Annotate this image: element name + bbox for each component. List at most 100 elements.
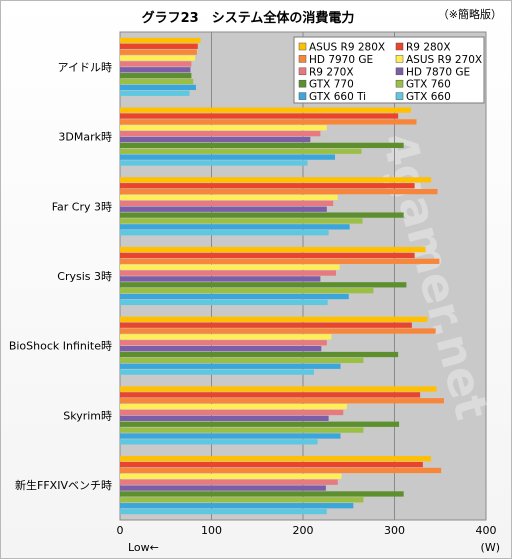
legend-swatch [395,92,404,100]
legend-entry: GTX 660 Ti [309,91,366,103]
legend-entry: HD 7870 GE [406,66,470,78]
bar [120,427,364,433]
legend-swatch [298,79,307,88]
bar [120,264,340,270]
category-label: BioShock Infinite時 [9,340,112,353]
bar [120,230,329,236]
legend-swatch [395,79,404,88]
bar [120,467,442,474]
bar [120,142,404,149]
bar [120,131,321,137]
bar [120,177,432,183]
bar [120,73,192,79]
category-label: 新生FFXIVベンチ時 [15,478,112,492]
bar [120,473,342,479]
legend-swatch [298,55,307,63]
x-tick-label: 0 [117,524,124,537]
legend-swatch [298,92,307,100]
x-axis-low-label: Low← [128,541,159,554]
bar [120,369,314,375]
bar [120,340,327,346]
bar [120,125,327,131]
bar [120,276,321,282]
bar [120,212,404,218]
bar [120,154,336,160]
bar [120,334,332,340]
x-tick-label: 200 [293,524,314,537]
bar [120,456,432,462]
bar [120,218,363,224]
bar [120,288,374,294]
plot-area: 4gamer.net [119,31,500,521]
bar [120,386,437,392]
x-axis-unit-label: (W) [481,541,500,554]
bar [120,363,341,369]
bar [120,415,329,421]
bar [120,55,196,61]
legend: ASUS R9 280X R9 280X HD 7970 GE ASUS R9 270… [293,36,485,104]
category-labels: アイドル時 3DMark時 Far Cry 3時 Crysis 3時 BioShock … [9,61,112,492]
x-tick-label: 100 [201,524,222,537]
legend-entry: ASUS R9 280X [309,42,385,54]
bar [120,439,318,445]
bar [120,421,400,427]
bar [120,37,201,44]
bar [120,433,341,439]
bar [120,508,327,515]
bar [120,224,350,230]
bar [120,322,412,328]
legend-swatch [395,67,404,76]
legend-entry: HD 7970 GE [309,54,373,66]
bar [120,49,197,55]
category-label: Skyrim時 [63,409,112,422]
bar [120,491,404,497]
x-tick-label: 400 [476,524,497,537]
bar [120,136,311,143]
chart-note: （※簡略版） [438,7,502,21]
bar [120,282,407,288]
bar [120,346,322,352]
bar [120,403,347,410]
bar [120,252,415,259]
bar [120,78,194,85]
chart-title: グラフ23 システム全体の消費電力 [142,10,355,26]
bar [120,188,438,195]
bars-group [120,37,444,515]
legend-entry: GTX 660 [406,91,451,103]
legend-swatch [395,42,404,51]
bar [120,200,334,206]
category-label: Far Cry 3時 [52,200,112,213]
bar [120,107,411,113]
bar [120,90,190,96]
legend-swatch [298,42,307,51]
bar [120,398,444,404]
bar [120,61,192,67]
bar [120,183,415,189]
bar [120,113,399,119]
bar [120,299,328,306]
legend-entry: GTX 770 [309,79,354,91]
bar [120,479,338,485]
bar [120,43,198,49]
bar [120,160,308,166]
bar [120,194,338,201]
bar [120,351,399,358]
bar [120,67,191,73]
category-label: Crysis 3時 [57,270,112,283]
legend-entry: R9 270X [309,66,354,78]
bar [120,84,196,91]
bar [120,148,362,154]
legend-entry: ASUS R9 270X [406,54,482,66]
bar [120,503,354,509]
bar [120,270,336,276]
bar [120,246,426,253]
category-label: 3DMark時 [58,131,112,144]
bar [120,316,428,322]
bar [120,497,364,503]
category-label: アイドル時 [58,61,112,74]
legend-swatch [298,67,307,76]
legend-entry: GTX 760 [406,79,451,91]
bar [120,258,440,264]
bar [120,485,326,491]
